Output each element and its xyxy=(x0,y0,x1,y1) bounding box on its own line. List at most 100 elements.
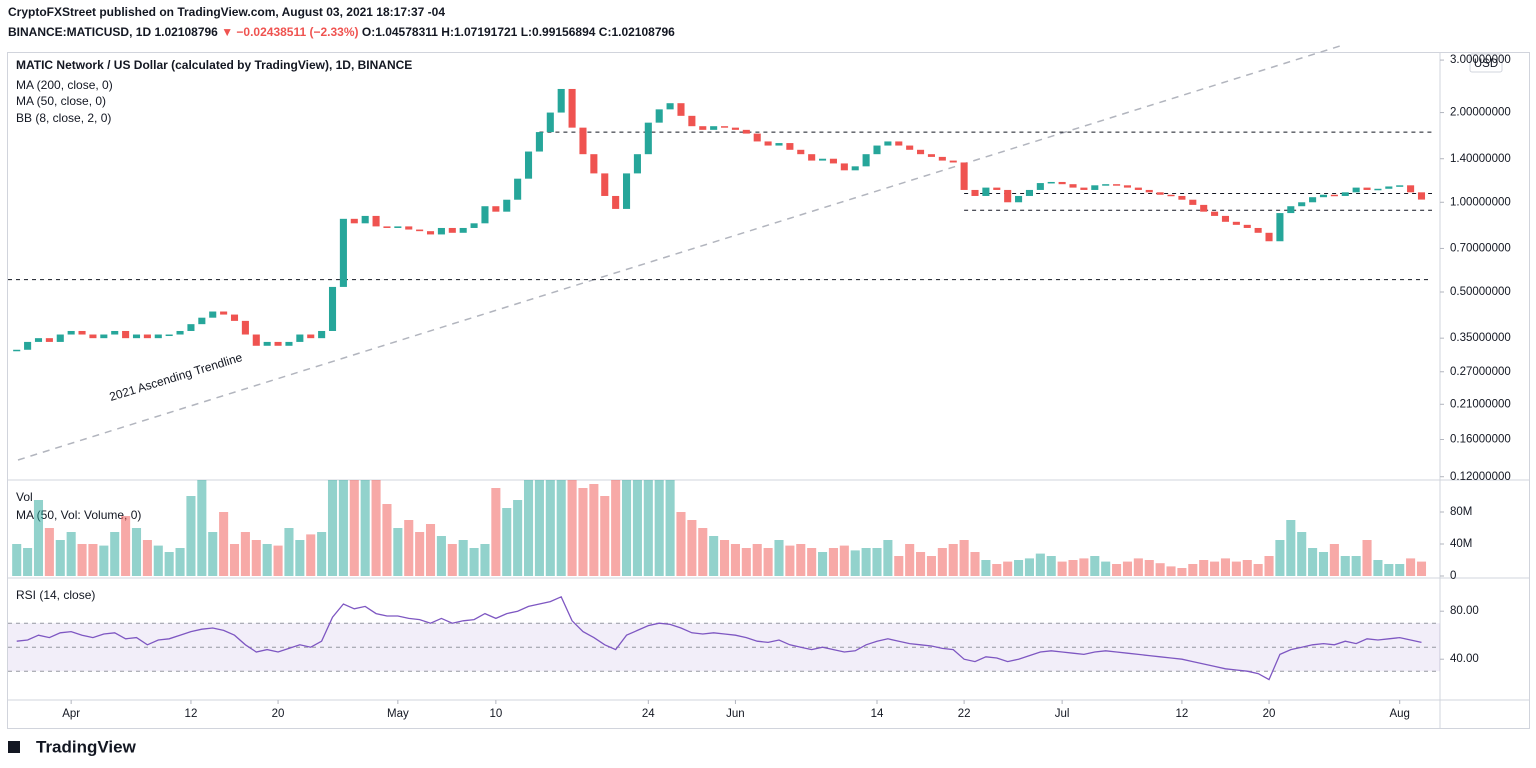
volume-bar xyxy=(796,544,806,576)
volume-bar xyxy=(121,516,131,576)
price-tick-label: 0.27000000 xyxy=(1450,366,1511,378)
candle-body xyxy=(361,215,369,224)
volume-bar xyxy=(643,480,653,576)
volume-bar xyxy=(1406,558,1416,576)
volume-bar xyxy=(730,544,740,576)
volume-bar xyxy=(567,480,577,576)
volume-bar xyxy=(415,532,425,576)
candle-body xyxy=(100,334,108,339)
price-tick-label: 0.21000000 xyxy=(1450,398,1511,410)
volume-bar xyxy=(447,544,457,576)
candle-body xyxy=(524,151,533,179)
volume-tick-label: 80M xyxy=(1450,506,1472,518)
volume-bar xyxy=(665,480,675,576)
volume-bar xyxy=(458,540,468,576)
symbol: BINANCE:MATICUSD, 1D xyxy=(8,25,151,39)
rsi-title: RSI (14, close) xyxy=(16,588,95,602)
volume-bar xyxy=(208,532,218,576)
candle-body xyxy=(699,126,707,130)
volume-bar xyxy=(469,548,479,576)
currency-box[interactable] xyxy=(1469,53,1503,73)
brand: TradingView xyxy=(36,737,137,756)
volume-bar xyxy=(926,556,936,576)
candle-body xyxy=(165,334,173,337)
volume-bar xyxy=(1035,553,1045,576)
candle-body xyxy=(318,330,326,339)
volume-bar xyxy=(327,480,338,576)
volume-bar xyxy=(1046,556,1056,576)
volume-bar xyxy=(1014,560,1024,576)
candle-body xyxy=(1156,192,1164,195)
volume-bar xyxy=(1122,561,1133,576)
price-tick-label: 0.35000000 xyxy=(1450,332,1511,344)
candle-body xyxy=(1178,195,1186,200)
volume-bar xyxy=(828,548,838,576)
volume-bar xyxy=(1144,560,1154,576)
rsi-tick-label: 40.00 xyxy=(1450,653,1479,665)
volume-bar xyxy=(317,532,327,576)
candle-body xyxy=(350,218,358,224)
volume-bar xyxy=(676,512,686,576)
volume-bar xyxy=(1112,564,1122,576)
x-tick-label: 24 xyxy=(642,708,655,720)
candle-body xyxy=(1407,185,1415,193)
volume-bar xyxy=(1177,568,1187,576)
candle-body xyxy=(808,154,816,161)
volume-bar xyxy=(371,480,381,576)
open: O:1.04578311 xyxy=(362,25,438,39)
candle-body xyxy=(503,199,511,212)
legend-item: MA (50, close, 0) xyxy=(16,94,106,108)
volume-bar xyxy=(425,524,436,576)
volume-tick-label: 0 xyxy=(1450,570,1456,582)
candle-body xyxy=(1036,183,1044,190)
volume-bar xyxy=(1133,558,1143,576)
volume-title: Vol xyxy=(16,490,33,504)
candle-body xyxy=(1363,187,1371,190)
candle-body xyxy=(557,88,565,113)
volume-bar xyxy=(23,548,33,576)
volume-bar xyxy=(197,480,207,576)
volume-bar xyxy=(306,534,316,576)
volume-bar xyxy=(578,488,588,576)
candle-body xyxy=(612,195,620,209)
candle-body xyxy=(514,178,522,200)
candle-body xyxy=(721,126,729,128)
volume-bar xyxy=(861,548,871,576)
candle-body xyxy=(426,231,435,235)
candle-body xyxy=(786,143,794,150)
price-tick-label: 2.00000000 xyxy=(1450,107,1511,119)
volume-bar xyxy=(1199,560,1209,576)
candle-body xyxy=(220,311,228,315)
price-tick-label: 0.50000000 xyxy=(1450,286,1511,298)
candle-body xyxy=(884,141,892,146)
volume-bar xyxy=(229,544,240,576)
candle-body xyxy=(143,334,151,339)
publisher: CryptoFXStreet published on TradingView.… xyxy=(8,5,445,19)
candle-body xyxy=(655,109,663,123)
candle-body xyxy=(405,226,413,230)
candle-body xyxy=(1330,194,1338,197)
candle-body xyxy=(45,338,53,342)
candle-body xyxy=(241,320,249,335)
x-tick-label: Jul xyxy=(1055,708,1070,720)
candle-body xyxy=(906,145,914,150)
volume-bar xyxy=(404,520,414,576)
volume-bar xyxy=(55,540,65,576)
candle-body xyxy=(122,330,130,339)
volume-bar xyxy=(1373,560,1383,576)
candle-body xyxy=(1200,204,1208,212)
volume-bar xyxy=(992,564,1002,576)
volume-bar xyxy=(818,552,828,576)
price-tick-label: 0.70000000 xyxy=(1450,242,1511,254)
x-tick-label: 12 xyxy=(1176,708,1189,720)
volume-bar xyxy=(33,500,44,576)
price-tick-label: 1.40000000 xyxy=(1450,153,1511,165)
main-title: MATIC Network / US Dollar (calculated by… xyxy=(16,58,412,72)
price-tick-label: 1.00000000 xyxy=(1450,196,1511,208)
volume-bar xyxy=(1166,566,1176,576)
volume-bar xyxy=(1416,561,1427,576)
volume-bar xyxy=(240,532,250,576)
candle-body xyxy=(873,145,881,155)
volume-bar xyxy=(1253,564,1263,576)
